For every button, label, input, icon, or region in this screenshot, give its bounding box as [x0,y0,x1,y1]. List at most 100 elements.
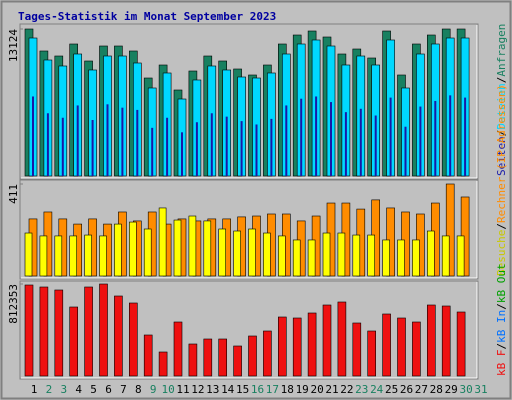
y-tick-label: 812353 [7,284,20,324]
bar [129,302,138,377]
legend-entry: kB In [495,310,508,343]
bar [426,304,436,377]
bar [76,105,79,176]
bar [441,305,451,377]
bar [69,306,78,377]
bar [39,235,48,277]
bar [24,284,34,377]
legend: Seiten/Dateien/Anfragen [495,24,508,176]
bar [218,338,227,377]
x-tick-label: 11 [176,383,189,396]
y-tick-label: 411 [7,184,20,204]
x-tick-label: 30 [459,383,472,396]
x-tick-label: 31 [474,383,487,396]
x-tick-label: 27 [415,383,428,396]
bar [382,239,390,277]
bar [359,108,362,176]
x-tick-label: 1 [31,383,38,396]
x-tick-label: 4 [75,383,82,396]
x-tick-label: 8 [135,383,142,396]
bar [307,312,317,377]
x-tick-label: 14 [221,383,235,396]
bar [292,239,301,277]
legend: kB F/kB In/kB Out [495,263,508,376]
bar [248,335,257,377]
legend: Besuche/Rechner (IP-Adressen) [495,84,508,276]
bar [173,321,183,377]
x-tick-label: 29 [445,383,458,396]
bar [84,234,92,277]
bar [277,316,287,377]
bar [270,118,273,176]
bar [99,283,108,377]
bar [449,95,452,176]
bar [382,313,391,377]
legend-entry: kB Out [495,263,508,303]
bar [46,113,49,176]
bar [445,183,455,277]
bar [285,105,288,176]
bar [374,115,377,176]
legend-entry: kB F [495,350,508,377]
bar [337,232,346,277]
bar [84,286,93,377]
bar [367,234,376,277]
bar [188,343,198,377]
x-tick-label: 17 [266,383,279,396]
bar [143,228,152,277]
bar [24,232,33,277]
bar [173,219,182,277]
bar [330,102,332,176]
bar [240,121,243,176]
bar [352,234,361,277]
bar [158,351,168,377]
bar [352,322,362,377]
bar [143,334,153,377]
x-tick-label: 12 [191,383,204,396]
legend-entry: Anfragen [495,24,508,77]
legend-separator: / [495,223,508,230]
bar [397,317,406,377]
bar [121,107,124,176]
bar [367,330,377,377]
bar [434,100,437,176]
bar [158,207,167,277]
legend-entry: Seiten [495,136,508,176]
bar [300,98,303,176]
x-tick-label: 18 [281,383,294,396]
bar [397,239,405,277]
bar [114,295,123,377]
bar [233,230,241,277]
bar [412,321,421,377]
x-tick-label: 24 [370,383,384,396]
bar [426,230,435,277]
chart-title: Tages-Statistik im Monat September 2023 [18,10,276,23]
bar [404,126,407,176]
bar [464,97,467,176]
bar [151,127,154,176]
legend-separator: / [495,77,508,84]
bar [322,304,332,377]
legend-separator: / [495,343,508,350]
x-tick-label: 2 [46,383,53,396]
x-tick-label: 25 [385,383,398,396]
bar [337,301,347,377]
x-tick-label: 10 [161,383,174,396]
bar [389,97,392,176]
x-tick-label: 26 [400,383,413,396]
bar [54,289,64,377]
bar [263,232,271,277]
bar [32,96,34,176]
x-tick-label: 3 [60,383,67,396]
bar [188,215,197,277]
bar [106,104,109,176]
bar [195,122,198,176]
bar [441,235,450,277]
x-tick-label: 20 [310,383,323,396]
bar [315,96,318,176]
bar [114,223,122,277]
bar [181,132,183,176]
bar [412,239,420,277]
